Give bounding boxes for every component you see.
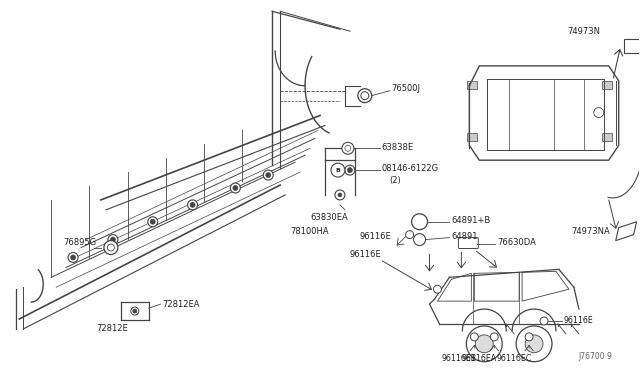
Text: 76630DA: 76630DA xyxy=(497,238,536,247)
Circle shape xyxy=(190,202,195,207)
Circle shape xyxy=(345,165,355,175)
Text: 96116EC: 96116EC xyxy=(497,354,532,363)
Circle shape xyxy=(133,309,137,313)
Text: 72812E: 72812E xyxy=(96,324,128,333)
Text: 74973N: 74973N xyxy=(567,27,600,36)
Circle shape xyxy=(188,200,198,210)
Text: 76895G: 76895G xyxy=(63,238,96,247)
Circle shape xyxy=(540,317,548,325)
Text: 78100HA: 78100HA xyxy=(290,227,329,236)
Text: 96116EA: 96116EA xyxy=(461,354,497,363)
Text: 63830EA: 63830EA xyxy=(310,213,348,222)
Circle shape xyxy=(108,235,118,244)
Circle shape xyxy=(331,163,345,177)
Text: 76500J: 76500J xyxy=(392,84,420,93)
Circle shape xyxy=(68,253,78,262)
Circle shape xyxy=(338,193,342,197)
Circle shape xyxy=(412,214,428,230)
FancyBboxPatch shape xyxy=(458,238,478,248)
Circle shape xyxy=(335,190,345,200)
Bar xyxy=(467,81,477,89)
Circle shape xyxy=(361,92,369,100)
Circle shape xyxy=(594,108,604,118)
Text: B: B xyxy=(335,168,340,173)
Circle shape xyxy=(348,168,353,173)
Circle shape xyxy=(516,326,552,362)
Circle shape xyxy=(525,335,543,353)
Circle shape xyxy=(433,285,442,293)
Circle shape xyxy=(150,219,156,224)
Circle shape xyxy=(111,237,115,242)
Circle shape xyxy=(108,244,115,251)
Text: 72812EA: 72812EA xyxy=(163,299,200,309)
Text: 96116E: 96116E xyxy=(360,232,392,241)
Circle shape xyxy=(490,333,498,341)
Text: 96116E: 96116E xyxy=(564,317,594,326)
Bar xyxy=(467,134,477,141)
Bar xyxy=(623,39,640,53)
Bar xyxy=(602,81,612,89)
Text: 64891+B: 64891+B xyxy=(451,216,491,225)
Circle shape xyxy=(345,145,351,151)
Text: 96116E: 96116E xyxy=(350,250,381,259)
Text: 63838E: 63838E xyxy=(381,143,414,152)
Circle shape xyxy=(358,89,372,103)
Circle shape xyxy=(467,326,502,362)
Circle shape xyxy=(406,231,413,238)
Circle shape xyxy=(70,255,76,260)
Circle shape xyxy=(104,241,118,254)
Circle shape xyxy=(476,335,493,353)
Polygon shape xyxy=(616,222,637,241)
Text: J76700 9: J76700 9 xyxy=(579,352,612,361)
Circle shape xyxy=(263,170,273,180)
Bar xyxy=(602,134,612,141)
Circle shape xyxy=(266,173,271,177)
Circle shape xyxy=(230,183,241,193)
Circle shape xyxy=(470,333,478,341)
Text: 64891: 64891 xyxy=(451,232,478,241)
Circle shape xyxy=(342,142,354,154)
Circle shape xyxy=(413,234,426,246)
Circle shape xyxy=(131,307,139,315)
Text: 08146-6122G: 08146-6122G xyxy=(381,164,439,173)
Text: 74973NA: 74973NA xyxy=(571,227,610,236)
Text: 96116EB: 96116EB xyxy=(442,354,477,363)
Circle shape xyxy=(233,186,238,190)
Circle shape xyxy=(525,333,533,341)
Text: (2): (2) xyxy=(390,176,401,185)
Circle shape xyxy=(148,217,157,227)
